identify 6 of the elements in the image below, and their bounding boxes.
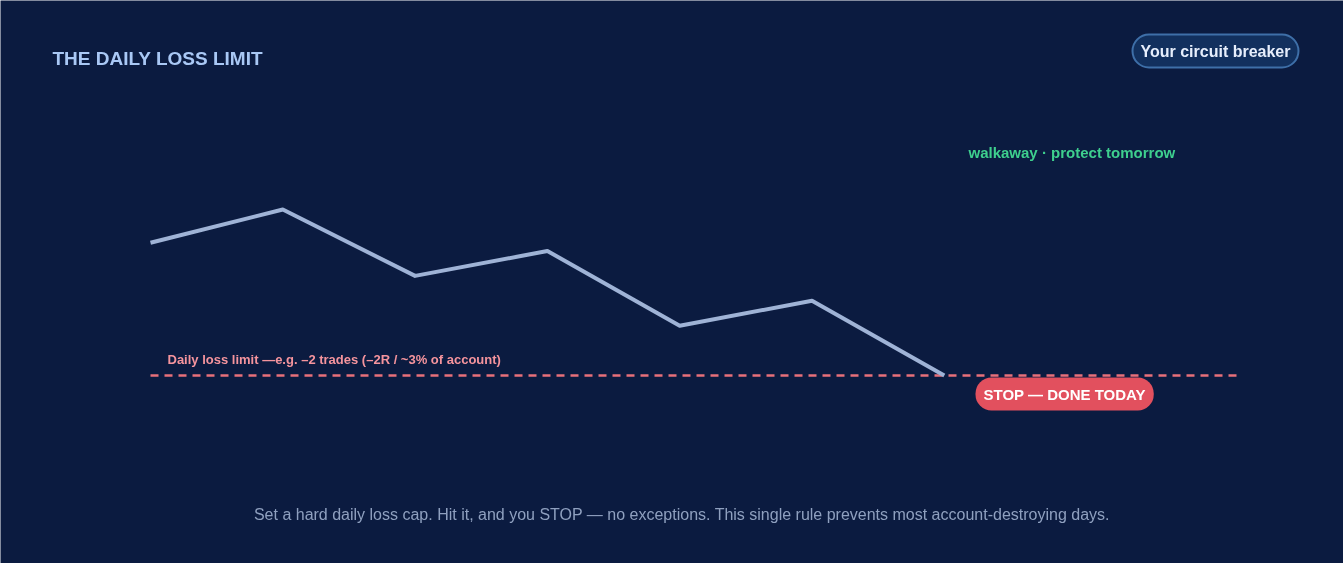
text: STOP — DONE TODAY: [983, 385, 1146, 403]
text: Your circuit breaker: [1140, 42, 1291, 60]
text: walkaway · protect tomorrow: [967, 143, 1176, 161]
chart-title: THE DAILY LOSS LIMIT: [52, 47, 263, 69]
ref-line-label: Daily loss limit —e.g. –2 trades (–2R / ~3% of account): [167, 351, 501, 367]
text: Set a hard daily loss cap. Hit it, and you STOP — no exceptions. This single rule prevents most account-destroying days.: [253, 505, 1110, 523]
